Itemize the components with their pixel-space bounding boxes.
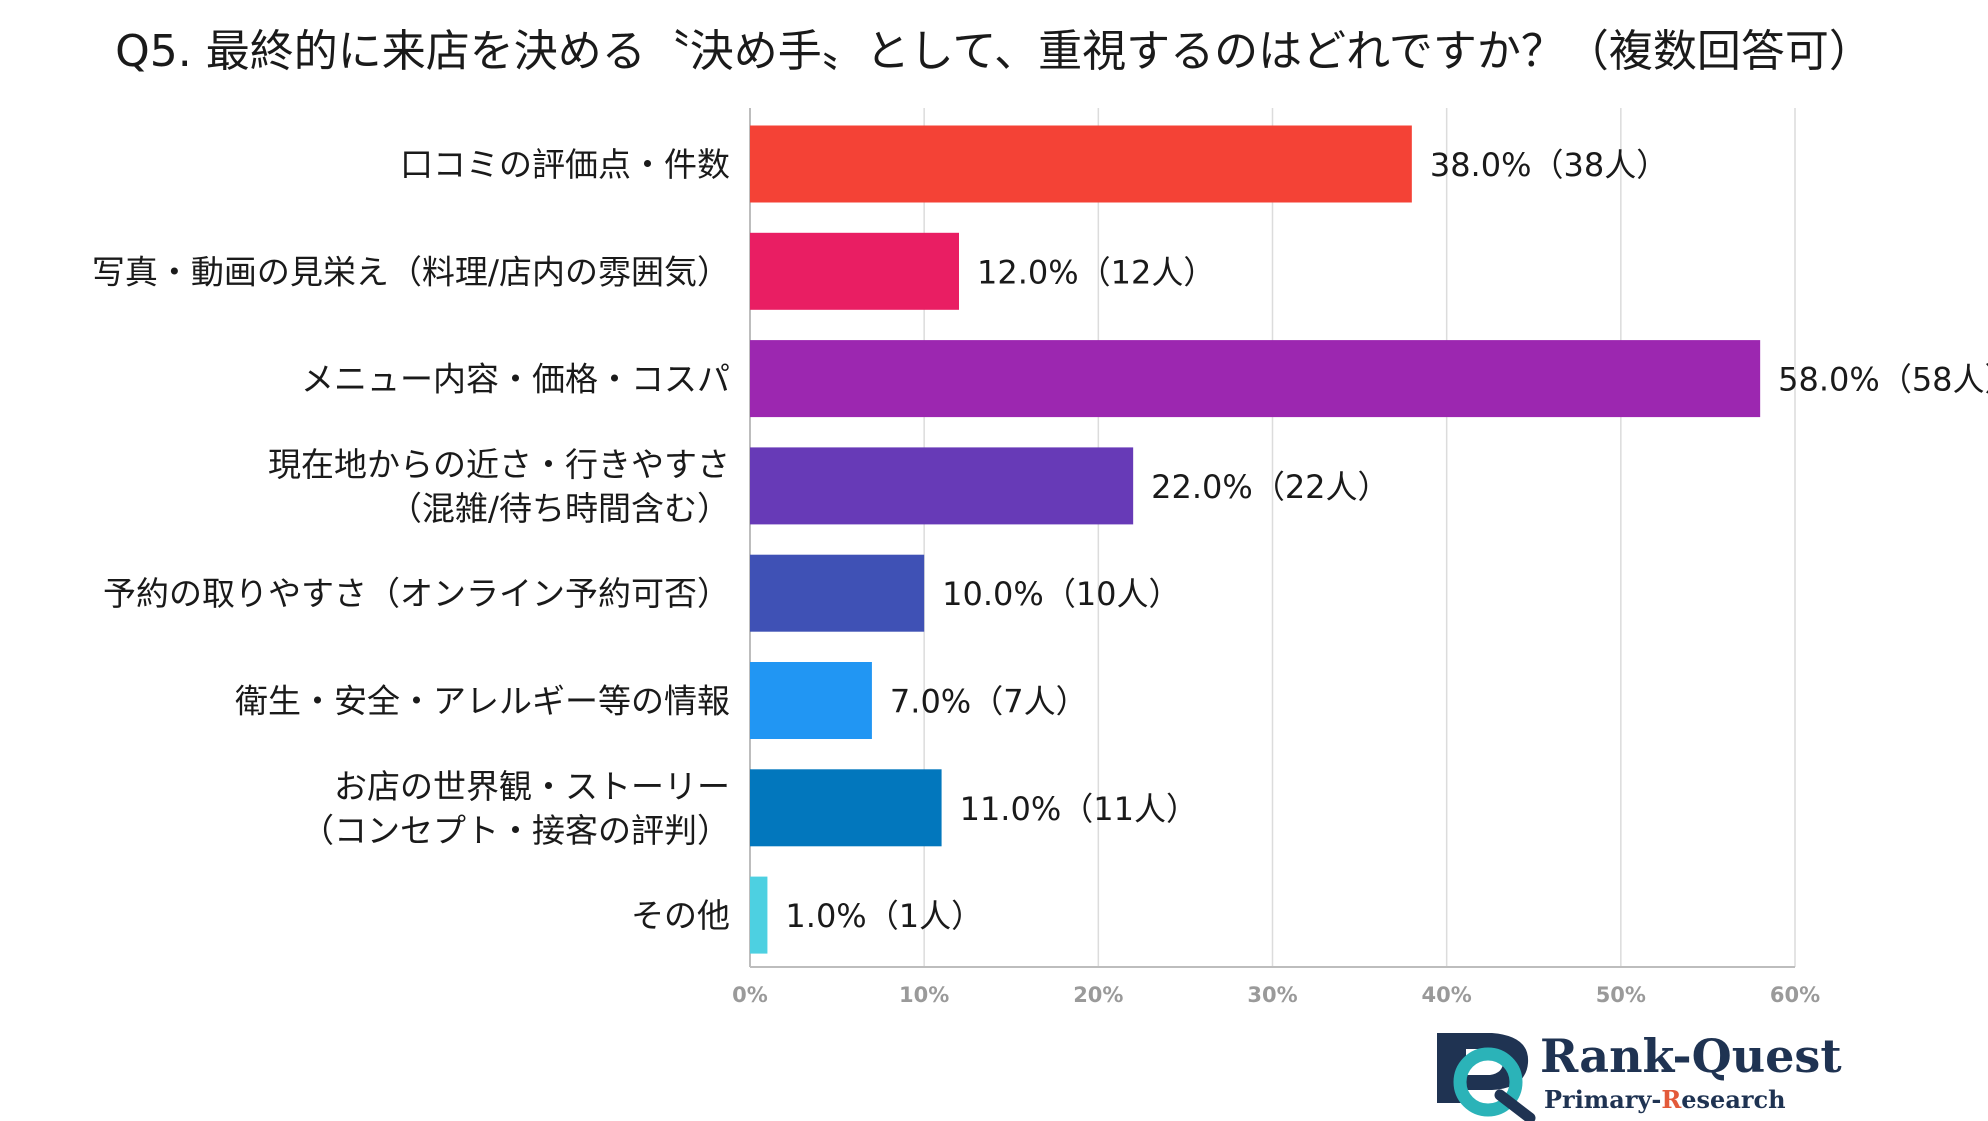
x-tick-label: 10% xyxy=(899,983,949,1007)
logo-subtitle: Primary-Research xyxy=(1544,1085,1786,1114)
bar xyxy=(750,340,1761,418)
chart-title: Q5. 最終的に来店を決める〝決め手〟として、重視するのはどれですか？（複数回答… xyxy=(115,26,1873,77)
data-label: 22.0%（22人） xyxy=(1151,468,1389,506)
x-tick-label: 20% xyxy=(1073,983,1123,1007)
bar xyxy=(750,554,925,632)
rank-quest-logo-mark xyxy=(1437,1033,1536,1121)
category-label: 写真・動画の見栄え（料理/店内の雰囲気） xyxy=(92,252,730,291)
data-label: 1.0%（1人） xyxy=(785,897,983,935)
data-label: 7.0%（7人） xyxy=(890,683,1088,721)
x-axis-tick-labels: 0% 10% 20% 30% 40% 50% 60% xyxy=(732,983,1820,1007)
rank-quest-logo: Rank-Quest Primary-Research xyxy=(1437,1029,1842,1121)
data-label: 10.0%（10人） xyxy=(942,575,1180,613)
category-label: 口コミの評価点・件数 xyxy=(400,145,730,184)
category-label: その他 xyxy=(631,896,730,935)
bar xyxy=(750,125,1412,203)
bars xyxy=(750,125,1761,954)
x-tick-label: 30% xyxy=(1247,983,1297,1007)
category-label: お店の世界観・ストーリー xyxy=(334,767,730,806)
bar xyxy=(750,232,959,310)
data-labels: 38.0%（38人） 12.0%（12人） 58.0%（58人） 22.0%（22人）… xyxy=(785,146,1988,935)
data-label: 11.0%（11人） xyxy=(960,790,1198,828)
category-label: 衛生・安全・アレルギー等の情報 xyxy=(235,682,730,721)
data-label: 58.0%（58人） xyxy=(1778,361,1988,399)
bar xyxy=(750,662,872,739)
data-label: 38.0%（38人） xyxy=(1430,146,1668,184)
x-tick-label: 0% xyxy=(732,983,768,1007)
category-label: （コンセプト・接客の評判） xyxy=(301,811,730,850)
category-label: メニュー内容・価格・コスパ xyxy=(301,360,730,399)
x-tick-label: 50% xyxy=(1596,983,1646,1007)
category-label: （混雑/待ち時間含む） xyxy=(389,489,730,528)
bar xyxy=(750,769,942,847)
x-tick-label: 40% xyxy=(1422,983,1472,1007)
bar xyxy=(750,876,768,954)
logo-title: Rank-Quest xyxy=(1540,1029,1842,1083)
x-tick-label: 60% xyxy=(1770,983,1820,1007)
data-label: 12.0%（12人） xyxy=(977,253,1215,291)
category-label: 予約の取りやすさ（オンライン予約可否） xyxy=(103,574,730,613)
category-label: 現在地からの近さ・行きやすさ xyxy=(268,445,730,484)
bar xyxy=(750,447,1134,525)
